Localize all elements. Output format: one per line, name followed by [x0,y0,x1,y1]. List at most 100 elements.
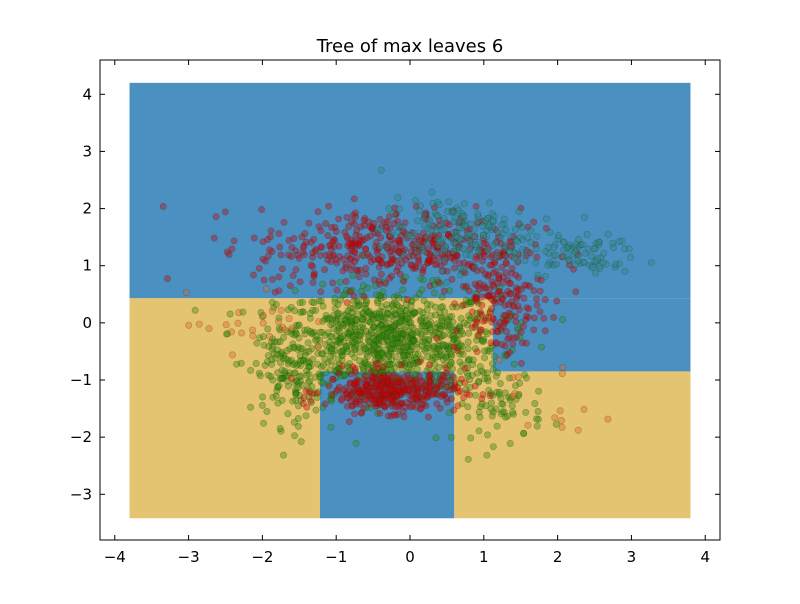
data-point-red [405,253,413,261]
data-point-red [423,249,431,257]
data-point-teal [452,240,460,248]
data-point-red [271,288,279,296]
data-point-red [372,395,380,403]
data-point-green [362,372,370,380]
data-point-red [333,286,341,294]
data-point-red [435,222,443,230]
data-point-red [361,396,369,404]
data-point-green [431,303,439,311]
data-point-red [361,214,369,222]
data-point-red [414,259,422,267]
data-point-green [291,327,299,335]
data-point-red [399,227,407,235]
data-point-red [268,275,276,283]
data-point-red [388,394,396,402]
data-point-green [327,390,335,398]
data-point-teal [440,225,448,233]
data-point-red [447,254,455,262]
decision-region-tan [129,298,320,519]
data-point-red [385,381,393,389]
data-point-green [488,360,496,368]
data-point-red [250,234,258,242]
data-point-green [338,351,346,359]
data-point-red [348,262,356,270]
data-point-red [428,239,436,247]
data-point-green [247,366,255,374]
data-point-green [291,369,299,377]
data-point-red [498,340,506,348]
data-point-red [383,391,391,399]
data-point-teal [415,207,423,215]
data-point-green [465,298,473,306]
data-point-teal [481,216,489,224]
data-point-green [365,384,373,392]
data-point-red [371,375,379,383]
data-point-green [339,291,347,299]
data-point-red [522,316,530,324]
data-point-green [381,324,389,332]
data-point-green [361,345,369,353]
data-point-orange [604,415,612,423]
data-point-green [312,306,320,314]
data-point-green [407,302,415,310]
data-point-green [292,329,300,337]
data-point-green [394,335,402,343]
data-point-green [401,381,409,389]
data-point-red [425,377,433,385]
data-point-red [446,233,454,241]
data-point-red [353,266,361,274]
data-point-red [380,393,388,401]
data-point-red [434,243,442,251]
data-point-green [425,364,433,372]
data-point-green [379,288,387,296]
data-point-green [342,342,350,350]
data-point-red [353,267,361,275]
data-point-green [399,344,407,352]
data-point-green [334,309,342,317]
data-point-green [409,330,417,338]
data-point-green [507,310,515,318]
data-point-red [506,243,514,251]
data-point-teal [442,242,450,250]
data-point-green [313,335,321,343]
data-point-red [412,403,420,411]
data-point-red [443,398,451,406]
data-point-red [482,240,490,248]
data-point-green [358,315,366,323]
data-point-red [389,385,397,393]
data-point-teal [438,226,446,234]
data-point-red [346,379,354,387]
data-point-red [393,267,401,275]
data-point-green [292,377,300,385]
data-point-green [413,355,421,363]
data-point-red [464,261,472,269]
data-point-teal [454,207,462,215]
data-point-green [412,359,420,367]
data-point-green [364,360,372,368]
data-point-green [489,366,497,374]
data-point-red [506,279,514,287]
data-point-red [449,207,457,215]
data-point-red [410,237,418,245]
data-point-red [336,253,344,261]
data-point-teal [438,267,446,275]
data-point-red [414,387,422,395]
data-point-teal [460,212,468,220]
data-point-red [344,393,352,401]
data-point-green [401,344,409,352]
data-point-red [453,251,461,259]
data-point-red [380,363,388,371]
data-point-red [259,238,267,246]
data-point-red [421,234,429,242]
data-point-red [372,399,380,407]
data-point-green [413,383,421,391]
data-point-green [260,341,268,349]
data-point-red [495,275,503,283]
data-point-red [419,393,427,401]
data-point-red [477,326,485,334]
data-point-red [388,396,396,404]
data-point-red [396,376,404,384]
data-point-green [296,377,304,385]
data-point-orange [268,307,276,315]
